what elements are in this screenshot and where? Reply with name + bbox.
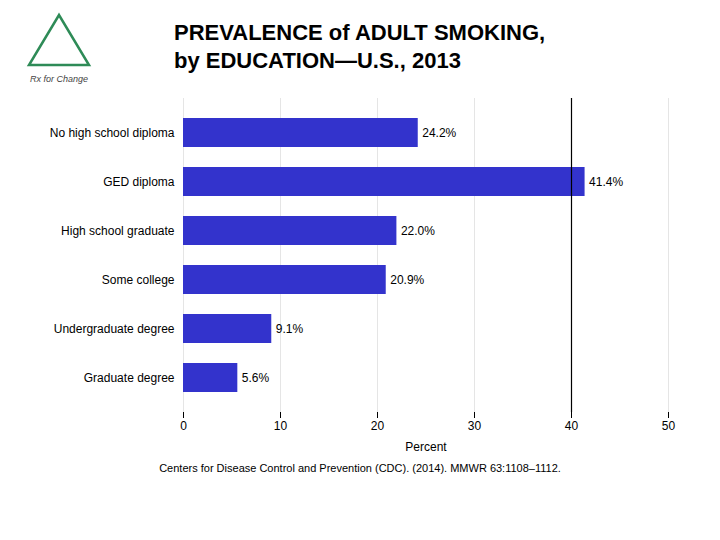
svg-text:High school graduate: High school graduate xyxy=(61,224,175,238)
svg-text:5.6%: 5.6% xyxy=(242,371,270,385)
svg-text:10: 10 xyxy=(274,419,288,433)
html-text:Centers for Disease Control an: Centers for Disease Control and Preventi… xyxy=(159,462,561,474)
html-text:Rx for Change: Rx for Change xyxy=(30,74,88,84)
svg-text:Percent: Percent xyxy=(405,440,447,454)
svg-text:30: 30 xyxy=(468,419,482,433)
svg-text:40: 40 xyxy=(565,419,579,433)
svg-text:GED diploma: GED diploma xyxy=(103,175,175,189)
svg-text:9.1%: 9.1% xyxy=(276,322,304,336)
svg-text:24.2%: 24.2% xyxy=(422,126,456,140)
svg-text:Some college: Some college xyxy=(102,273,175,287)
svg-text:0: 0 xyxy=(180,419,187,433)
svg-text:22.0%: 22.0% xyxy=(401,224,435,238)
svg-text:20.9%: 20.9% xyxy=(390,273,424,287)
svg-text:50: 50 xyxy=(662,419,676,433)
svg-text:Undergraduate degree: Undergraduate degree xyxy=(54,322,175,336)
html-text:PREVALENCE of ADULT SMOKING,: PREVALENCE of ADULT SMOKING, xyxy=(174,20,546,45)
html-text:by EDUCATION—U.S., 2013: by EDUCATION—U.S., 2013 xyxy=(174,48,461,73)
svg-text:41.4%: 41.4% xyxy=(589,175,623,189)
svg-text:20: 20 xyxy=(371,419,385,433)
svg-text:Graduate degree: Graduate degree xyxy=(84,371,175,385)
svg-text:No high school diploma: No high school diploma xyxy=(50,126,175,140)
